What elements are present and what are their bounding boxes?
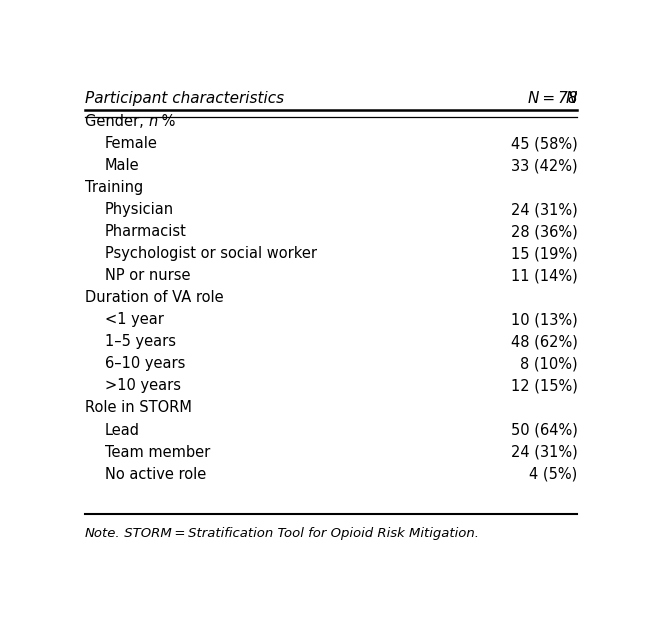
- Text: Note.: Note.: [85, 526, 120, 540]
- Text: %: %: [158, 114, 176, 129]
- Text: 48 (62%): 48 (62%): [510, 335, 578, 349]
- Text: Physician: Physician: [105, 202, 174, 217]
- Text: Lead: Lead: [105, 423, 140, 438]
- Text: 24 (31%): 24 (31%): [510, 202, 578, 217]
- Text: <1 year: <1 year: [105, 313, 163, 327]
- Text: Male: Male: [105, 158, 140, 173]
- Text: 24 (31%): 24 (31%): [510, 445, 578, 460]
- Text: Female: Female: [105, 136, 158, 151]
- Text: Role in STORM: Role in STORM: [85, 401, 192, 416]
- Text: 4 (5%): 4 (5%): [529, 467, 578, 482]
- Text: Duration of VA role: Duration of VA role: [85, 291, 224, 305]
- Text: Training: Training: [85, 180, 143, 195]
- Text: 10 (13%): 10 (13%): [510, 313, 578, 327]
- Text: 28 (36%): 28 (36%): [510, 224, 578, 239]
- Text: 15 (19%): 15 (19%): [510, 246, 578, 261]
- Text: No active role: No active role: [105, 467, 206, 482]
- Text: Gender,: Gender,: [85, 114, 148, 129]
- Text: Psychologist or social worker: Psychologist or social worker: [105, 246, 317, 261]
- Text: Team member: Team member: [105, 445, 210, 460]
- Text: 50 (64%): 50 (64%): [510, 423, 578, 438]
- Text: >10 years: >10 years: [105, 379, 181, 393]
- Text: N: N: [566, 91, 578, 106]
- Text: 45 (58%): 45 (58%): [510, 136, 578, 151]
- Text: n: n: [148, 114, 158, 129]
- Text: 1–5 years: 1–5 years: [105, 335, 176, 349]
- Text: STORM = Stratification Tool for Opioid Risk Mitigation.: STORM = Stratification Tool for Opioid R…: [120, 526, 479, 540]
- Text: 8 (10%): 8 (10%): [520, 357, 578, 371]
- Text: 12 (15%): 12 (15%): [510, 379, 578, 393]
- Text: NP or nurse: NP or nurse: [105, 268, 191, 283]
- Text: 33 (42%): 33 (42%): [511, 158, 578, 173]
- Text: 11 (14%): 11 (14%): [510, 268, 578, 283]
- Text: N = 78: N = 78: [528, 91, 578, 106]
- Text: 6–10 years: 6–10 years: [105, 357, 185, 371]
- Text: Pharmacist: Pharmacist: [105, 224, 187, 239]
- Text: Participant characteristics: Participant characteristics: [85, 91, 284, 106]
